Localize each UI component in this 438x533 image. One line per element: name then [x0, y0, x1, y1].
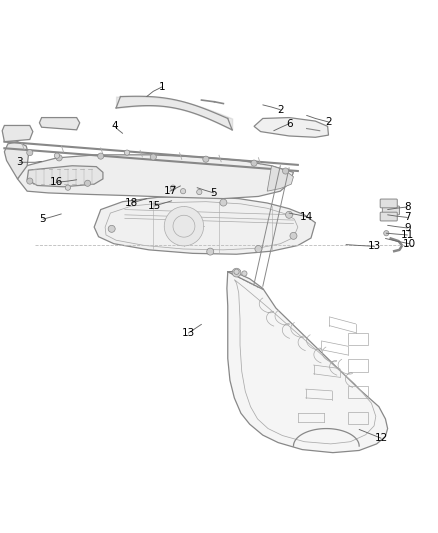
- Polygon shape: [94, 197, 315, 254]
- Bar: [348, 333, 368, 345]
- Circle shape: [124, 150, 130, 155]
- Polygon shape: [39, 118, 80, 130]
- Text: 13: 13: [368, 241, 381, 252]
- Polygon shape: [2, 125, 33, 142]
- Bar: [348, 412, 368, 424]
- Circle shape: [203, 156, 209, 162]
- Circle shape: [85, 180, 91, 187]
- Text: 14: 14: [300, 212, 313, 222]
- Circle shape: [170, 185, 176, 190]
- Circle shape: [290, 232, 297, 239]
- Circle shape: [27, 150, 33, 156]
- Polygon shape: [227, 272, 388, 453]
- Circle shape: [98, 153, 104, 159]
- Circle shape: [180, 189, 186, 194]
- Text: 18: 18: [125, 198, 138, 208]
- Text: 3: 3: [16, 157, 23, 167]
- FancyBboxPatch shape: [380, 212, 397, 221]
- Text: 6: 6: [286, 119, 293, 128]
- Text: 7: 7: [404, 213, 411, 222]
- Text: 13: 13: [182, 328, 195, 338]
- Text: 10: 10: [403, 239, 416, 249]
- Polygon shape: [4, 142, 28, 179]
- Text: 16: 16: [49, 177, 63, 188]
- Circle shape: [283, 168, 289, 174]
- Circle shape: [150, 154, 156, 160]
- Circle shape: [251, 160, 257, 166]
- Circle shape: [197, 189, 202, 195]
- Text: 8: 8: [404, 202, 411, 212]
- Polygon shape: [267, 166, 293, 191]
- Text: 2: 2: [325, 117, 332, 127]
- Polygon shape: [18, 155, 293, 199]
- Circle shape: [255, 246, 262, 253]
- Text: 5: 5: [210, 188, 217, 198]
- Circle shape: [56, 155, 62, 161]
- Text: 15: 15: [148, 201, 161, 211]
- Circle shape: [220, 199, 227, 206]
- Text: 2: 2: [277, 104, 284, 115]
- Circle shape: [286, 211, 293, 219]
- Circle shape: [232, 268, 241, 277]
- Text: 1: 1: [159, 82, 166, 92]
- Circle shape: [27, 178, 33, 184]
- Text: 17: 17: [163, 186, 177, 196]
- FancyBboxPatch shape: [382, 206, 399, 215]
- Circle shape: [234, 269, 239, 274]
- Text: 12: 12: [374, 433, 388, 443]
- Text: 5: 5: [39, 214, 46, 224]
- FancyBboxPatch shape: [380, 199, 397, 208]
- Text: 11: 11: [401, 230, 414, 240]
- Circle shape: [164, 206, 204, 246]
- Polygon shape: [254, 118, 328, 138]
- Text: 9: 9: [404, 223, 411, 233]
- Circle shape: [65, 185, 71, 190]
- Circle shape: [384, 231, 389, 236]
- Circle shape: [54, 153, 60, 158]
- Circle shape: [207, 248, 214, 255]
- Polygon shape: [27, 166, 103, 187]
- Bar: [348, 386, 368, 398]
- Circle shape: [108, 225, 115, 232]
- Circle shape: [242, 271, 247, 276]
- Bar: [348, 359, 368, 372]
- Text: 4: 4: [111, 122, 118, 131]
